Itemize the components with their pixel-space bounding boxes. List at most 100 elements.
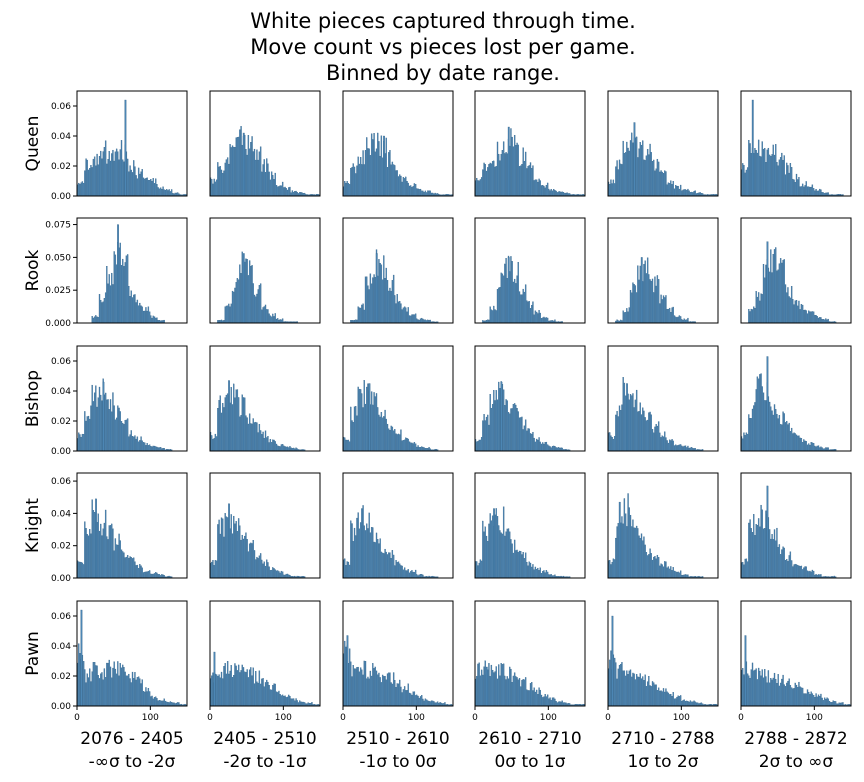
histogram-bar — [429, 190, 431, 197]
histogram-bar — [804, 693, 806, 707]
histogram-bar — [778, 544, 781, 579]
histogram-bar — [177, 702, 179, 707]
histogram-bar — [501, 273, 504, 324]
histogram-bar — [635, 292, 638, 324]
histogram-bar — [374, 666, 376, 707]
histogram-bar — [686, 190, 688, 197]
histogram-bar — [100, 150, 102, 197]
histogram-bar — [609, 432, 611, 452]
histogram-bar — [495, 666, 497, 707]
histogram-bar — [609, 659, 611, 707]
histogram-bars — [748, 241, 837, 324]
histogram-bar — [270, 316, 273, 324]
panel-frame — [740, 217, 852, 324]
histogram-bar — [248, 260, 251, 324]
histogram-bar — [805, 181, 807, 197]
histogram-bar — [505, 679, 507, 707]
histogram-bar — [379, 155, 381, 197]
histogram-bar — [214, 560, 217, 579]
histogram-bar — [357, 386, 359, 452]
histogram-bar — [120, 421, 123, 452]
histogram-bar — [750, 669, 752, 707]
histogram-bar — [550, 447, 552, 452]
histogram-bar — [222, 678, 224, 707]
histogram-bar — [644, 417, 646, 452]
histogram-bar — [649, 685, 651, 707]
histogram-bar — [140, 683, 142, 707]
histogram-bar — [502, 663, 505, 707]
histogram-bar — [258, 285, 261, 324]
histogram-bar — [667, 692, 670, 707]
histogram-bar — [638, 676, 640, 707]
histogram-bar — [408, 441, 411, 452]
histogram-bar — [518, 678, 521, 707]
histogram-bar — [418, 189, 420, 197]
histogram-bar — [86, 534, 88, 579]
histogram-bar — [108, 659, 110, 707]
histogram-bars — [342, 132, 453, 197]
histogram-bar — [82, 661, 85, 707]
histogram-bar — [263, 437, 265, 452]
histogram-bar — [79, 653, 81, 707]
histogram-bar — [133, 160, 135, 197]
histogram-bar — [358, 528, 361, 579]
histogram-bar — [425, 192, 428, 197]
histogram-bar — [615, 662, 617, 707]
histogram-bar — [407, 683, 409, 707]
histogram-bar — [261, 559, 263, 579]
histogram-bar — [662, 436, 665, 452]
histogram-bar — [377, 132, 379, 197]
histogram-bar — [261, 171, 263, 197]
histogram-bar — [239, 416, 241, 452]
panel-rook-5 — [607, 217, 719, 324]
histogram-bar — [256, 422, 258, 452]
histogram-bar — [644, 160, 646, 197]
histogram-bar — [549, 190, 551, 197]
histogram-bar — [263, 686, 265, 707]
histogram-bar — [811, 184, 814, 197]
histogram-bar — [659, 171, 661, 197]
histogram-bar — [156, 184, 158, 197]
histogram-bar — [745, 169, 748, 197]
histogram-bar — [345, 646, 347, 707]
histogram-bar — [520, 294, 522, 324]
histogram-bar — [427, 190, 429, 197]
histogram-bar — [106, 536, 108, 579]
column-label-range: 2076 - 2405 — [80, 729, 183, 749]
histogram-bar — [372, 404, 374, 452]
histogram-bar — [350, 406, 352, 452]
histogram-bar — [123, 424, 125, 452]
histogram-bar — [284, 446, 286, 452]
histogram-bar — [502, 141, 505, 197]
histogram-bar — [275, 185, 278, 197]
histogram-bar — [145, 571, 147, 579]
histogram-bar — [213, 565, 215, 579]
histogram-bar — [678, 315, 681, 324]
histogram-bar — [633, 527, 635, 579]
histogram-bar — [120, 265, 123, 324]
histogram-bar — [812, 442, 815, 452]
histogram-bar — [642, 407, 644, 452]
histogram-bar — [529, 683, 532, 707]
histogram-bar — [489, 393, 491, 452]
histogram-bar — [496, 399, 499, 452]
histogram-bar — [411, 570, 413, 579]
histogram-bar — [756, 152, 759, 197]
histogram-bar — [750, 308, 752, 324]
histogram-bar — [386, 423, 389, 452]
histogram-bar — [626, 308, 628, 324]
histogram-bar — [395, 687, 397, 707]
histogram-bar — [483, 666, 485, 707]
histogram-bar — [480, 669, 483, 707]
histogram-bar — [418, 697, 420, 707]
histogram-bar — [664, 561, 666, 579]
histogram-bar — [489, 162, 491, 197]
histogram-bar — [269, 315, 272, 324]
histogram-bar — [356, 667, 358, 707]
histogram-bar — [611, 562, 613, 579]
histogram-bar — [97, 513, 99, 579]
histogram-bar — [610, 435, 612, 452]
histogram-bar — [396, 294, 398, 324]
histogram-bar — [102, 528, 104, 579]
histogram-bar — [535, 179, 538, 197]
